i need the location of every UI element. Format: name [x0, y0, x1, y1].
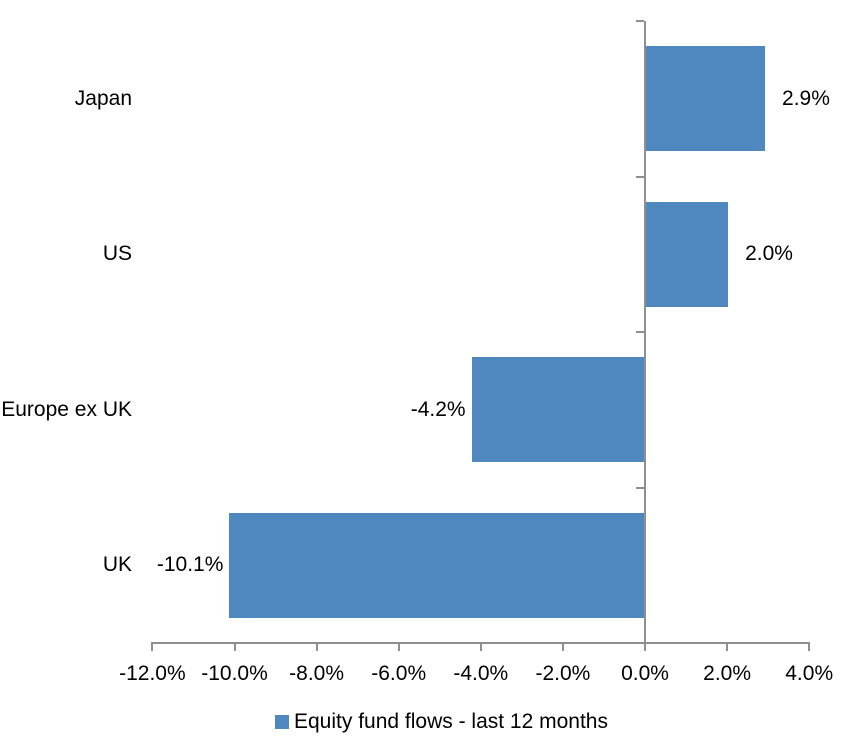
value-axis-tick [233, 643, 236, 651]
legend-swatch [275, 715, 289, 729]
bar-japan [646, 46, 766, 152]
category-label-europe-ex-uk: Europe ex UK [1, 397, 132, 421]
x-tick-label: 0.0% [621, 662, 669, 685]
value-axis-tick [808, 643, 811, 651]
x-tick-label: 2.0% [703, 662, 752, 685]
value-axis-tick [397, 643, 400, 651]
value-axis-tick [644, 643, 646, 651]
category-label-us: US [102, 242, 132, 266]
category-axis-tick [636, 331, 644, 333]
x-tick-label: -12.0% [119, 662, 186, 685]
value-axis-tick [726, 643, 729, 651]
value-axis-tick [151, 643, 154, 651]
data-label-uk: -10.1% [156, 553, 224, 577]
category-label-uk: UK [102, 553, 132, 577]
bar-europe-ex-uk [471, 357, 644, 463]
bar-uk [229, 512, 644, 618]
category-axis-tick [636, 175, 644, 178]
legend: Equity fund flows - last 12 months [275, 709, 608, 735]
x-tick-label: 4.0% [785, 662, 834, 685]
x-tick-label: -2.0% [535, 662, 591, 685]
data-label-us: 2.0% [745, 242, 793, 266]
category-axis-tick [636, 20, 644, 22]
x-tick-label: -4.0% [453, 662, 509, 685]
data-label-europe-ex-uk: -4.2% [410, 397, 466, 421]
value-axis-tick [561, 643, 564, 651]
x-tick-label: -6.0% [371, 662, 427, 685]
category-axis-tick [636, 486, 644, 489]
category-axis-tick [636, 642, 644, 644]
category-axis-line [644, 21, 646, 644]
x-tick-label: -10.0% [201, 662, 268, 685]
x-tick-label: -8.0% [289, 662, 345, 685]
legend-label: Equity fund flows - last 12 months [294, 710, 608, 733]
bar-us [646, 201, 729, 307]
category-label-japan: Japan [74, 86, 132, 110]
value-axis-tick [315, 643, 318, 651]
value-axis-tick [479, 643, 482, 651]
data-label-japan: 2.9% [782, 86, 830, 110]
